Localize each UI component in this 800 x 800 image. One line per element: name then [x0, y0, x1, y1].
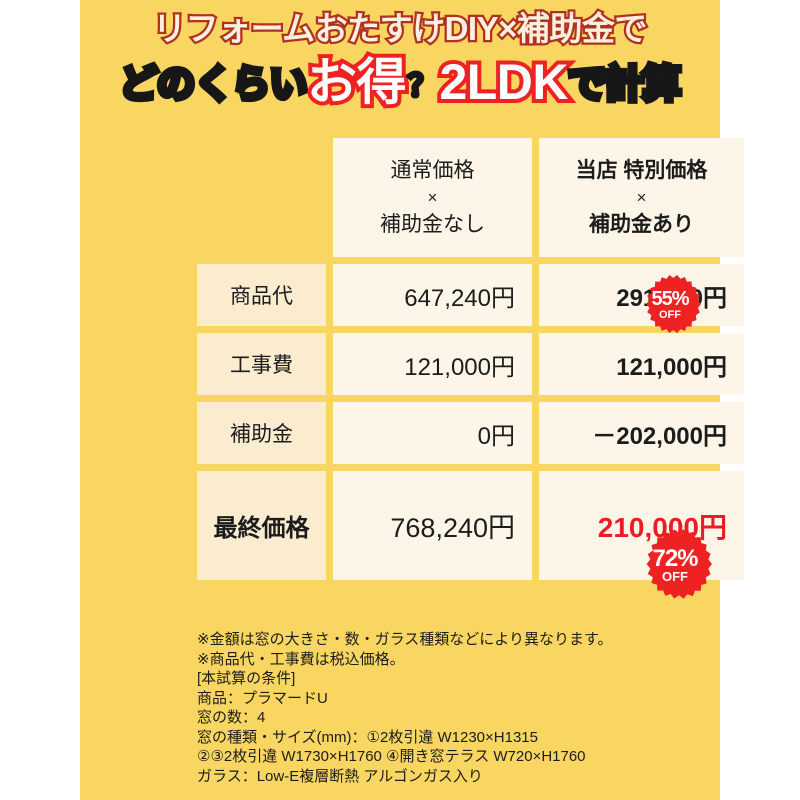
header-cell-special-price: 当店 特別価格 × 補助金あり	[539, 138, 744, 257]
row-normal-price: 647,240円	[333, 264, 532, 326]
row-special-price: 121,000円	[539, 333, 744, 395]
footnote-line: ※金額は窓の大きさ・数・ガラス種類などにより異なります。	[197, 631, 613, 648]
final-row-normal-price: 768,240円	[333, 471, 532, 580]
footnote-line: ②③2枚引違 W1730×H1760 ④開き窓テラス W720×H1760	[197, 748, 586, 765]
footnote-line: ガラス：Low-E複層断熱 アルゴンガス入り	[197, 767, 483, 785]
footnote-line: 窓の種類・サイズ(mm)：①2枚引違 W1230×H1315	[197, 728, 538, 746]
headline-otoku: お得	[303, 50, 411, 114]
table-header-row: 通常価格 × 補助金なし 当店 特別価格 × 補助金あり	[197, 138, 744, 257]
row-special-price: －202,000円	[539, 402, 744, 464]
header-special-times: ×	[636, 187, 647, 207]
row-label: 商品代	[197, 264, 326, 326]
final-row-special-price: 210,000円	[539, 471, 744, 580]
header-special-title: 当店 特別価格	[575, 158, 708, 182]
footnote-line: ※商品代・工事費は税込価格。	[197, 650, 405, 668]
row-special-price: 291,000円	[539, 264, 744, 326]
badge-percent: 55%	[651, 287, 689, 310]
table-row: 商品代 647,240円 291,000円	[197, 264, 744, 326]
footnote-line: 商品：プラマードU	[197, 689, 328, 707]
headline-dono-kurai: どのくらい	[116, 61, 310, 109]
badge-percent: 72%	[652, 544, 698, 572]
table-row: 補助金 0円 －202,000円	[197, 402, 744, 464]
header-cell-normal-price: 通常価格 × 補助金なし	[333, 138, 532, 257]
table-row: 工事費 121,000円 121,000円	[197, 333, 744, 395]
footnote-line: [本試算の条件]	[197, 670, 296, 687]
badge-off-label: OFF	[659, 308, 681, 321]
row-normal-price: 121,000円	[333, 333, 532, 395]
row-label: 補助金	[197, 402, 326, 464]
headline-de-keisan: で計算	[565, 61, 684, 109]
header-normal-times: ×	[427, 187, 438, 207]
header-special-subtitle: 補助金あり	[589, 212, 694, 236]
headline-question-mark: ？	[406, 68, 440, 105]
header-normal-subtitle: 補助金なし	[380, 212, 485, 236]
badge-off-label: OFF	[662, 568, 688, 584]
headline-line-1: リフォームおたすけDIY×補助金で	[151, 8, 650, 50]
footnote-line: 窓の数：4	[197, 709, 266, 726]
headline-2ldk: 2LDK	[435, 50, 572, 114]
final-row-label: 最終価格	[197, 471, 326, 580]
yellow-background-panel: リフォームおたすけDIY×補助金で どのくらいお得？2LDKで計算 通常価格 ×…	[80, 0, 744, 800]
header-cell-blank	[197, 138, 326, 257]
row-normal-price: 0円	[333, 402, 532, 464]
pricing-table: 通常価格 × 補助金なし 当店 特別価格 × 補助金あり 商品代 647,240…	[197, 138, 744, 587]
footnotes-block: ※金額は窓の大きさ・数・ガラス種類などにより異なります。 ※商品代・工事費は税込…	[197, 630, 777, 786]
header-normal-title: 通常価格	[390, 158, 475, 182]
table-final-row: 最終価格 768,240円 210,000円	[197, 471, 744, 580]
headline-line-2: どのくらいお得？2LDKで計算	[80, 50, 720, 117]
row-label: 工事費	[197, 333, 326, 395]
